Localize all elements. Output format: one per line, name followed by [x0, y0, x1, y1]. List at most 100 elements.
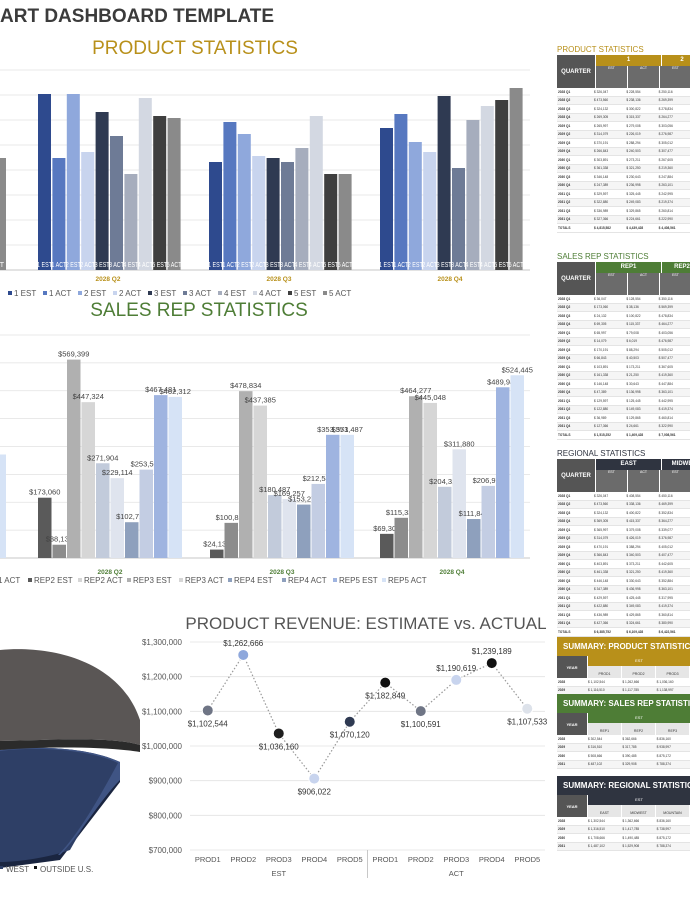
row-quarter: 2030 Q4 — [557, 585, 593, 594]
bar — [467, 519, 481, 558]
data-point — [237, 648, 250, 661]
row-quarter: 2028 Q2 — [557, 303, 593, 312]
row-value: $ 329,597 — [593, 189, 626, 199]
table-row: 2030 $ 1,708,666 $ 1,490,485 $ 875,172 — [557, 833, 690, 843]
row-value: $ 415,337 — [625, 517, 658, 526]
summary-header: YEAR EST REP1 REP2 REP3 — [557, 713, 690, 735]
table-row: 2029 Q2 $ 314,079 $ 426,019 $ 376,987 — [557, 534, 690, 543]
row-value: $ 322,880 — [593, 198, 626, 207]
row-quarter: 2031 Q4 — [557, 422, 593, 431]
table-row: 2029 Q1 $ 265,997 $ 279,008 $ 303,056 — [557, 121, 690, 131]
bar — [268, 495, 282, 558]
table-row: 2029 Q3 $ 170,191 $ 88,294 $ 505,012 — [557, 345, 690, 355]
bar — [81, 402, 95, 558]
bar — [297, 504, 311, 558]
legend-swatch — [382, 578, 386, 582]
row-value: $ 366,843 — [593, 551, 626, 560]
row-value: $ 1,708,666 — [587, 833, 622, 843]
row-value: $ 273,211 — [625, 155, 658, 165]
row-value: $ 325,445 — [625, 189, 658, 199]
row-value: $ 363,101 — [657, 585, 690, 594]
row-value: $ 408,554 — [625, 492, 658, 501]
sales-statistics-table: SALES REP STATISTICS QUARTER REP1 REP2 EST AC… — [557, 251, 690, 440]
row-quarter: 2029 Q3 — [557, 542, 593, 552]
row-quarter: 2029 Q1 — [557, 121, 593, 131]
bar — [95, 112, 109, 270]
bar — [153, 116, 167, 270]
row-value: $ 470,191 — [593, 542, 626, 552]
x-tick-label: PROD5 — [337, 855, 363, 864]
bar — [52, 544, 66, 558]
data-point — [272, 727, 285, 740]
bar — [281, 162, 294, 270]
data-point — [379, 676, 392, 689]
data-label: $478,834 — [230, 381, 261, 390]
row-value: $ 403,056 — [657, 328, 690, 338]
totals-row: TOTALS $ 1,515,252 $ 1,409,428 $ 7,008,561 — [557, 430, 690, 440]
bar-label: 2 ACT — [251, 262, 267, 269]
table-row: 2031 Q3 $ 36,989 $ 129,865 $ 460,814 — [557, 413, 690, 423]
legend-swatch — [218, 291, 222, 295]
legend-swatch — [282, 578, 286, 582]
row-value: $ 380,990 — [657, 619, 690, 628]
legend-swatch — [183, 291, 187, 295]
table-row: 2028 Q4 $ 269,305 $ 315,337 $ 264,277 — [557, 113, 690, 122]
bar — [81, 152, 95, 270]
row-value: $ 88,294 — [625, 345, 658, 355]
bar — [110, 478, 124, 558]
header-group: EST — [588, 713, 690, 723]
table-row: 2030 Q2 $ 461,338 $ 321,250 $ 419,360 — [557, 568, 690, 577]
row-value: $ 317,995 — [657, 593, 690, 603]
bar — [480, 106, 494, 270]
row-quarter: 2031 Q3 — [557, 610, 593, 620]
row-value: $ 79,008 — [625, 328, 658, 338]
bar-label: 4 ACT — [309, 262, 325, 269]
table-row: 2028 Q3 $ 324,132 $ 300,822 $ 278,834 — [557, 104, 690, 114]
data-label: $206,970 — [473, 476, 504, 485]
header-sub: EST — [659, 66, 690, 88]
row-value: $ 352,834 — [657, 508, 690, 518]
row-quarter: 2029 Q3 — [557, 138, 593, 148]
y-tick-label: $1,100,000 — [142, 707, 183, 716]
row-value: $ 24,661 — [625, 422, 658, 431]
series-line — [207, 653, 528, 780]
row-value: $ 365,997 — [593, 525, 626, 535]
bar-label: 1 EST — [208, 262, 224, 269]
row-value: $ 36,989 — [593, 413, 626, 423]
row-quarter: 2031 Q3 — [557, 206, 593, 216]
data-label: $467,481 — [145, 385, 176, 394]
row-value: $ 236,998 — [625, 181, 658, 190]
row-value: $ 305,012 — [657, 138, 690, 148]
y-tick-label: $800,000 — [149, 811, 183, 820]
table-row: 2030 Q3 $ 346,148 $ 230,643 $ 247,884 — [557, 172, 690, 182]
row-value: $ 219,360 — [657, 164, 690, 173]
row-value: $ 276,987 — [657, 130, 690, 139]
bar — [139, 469, 153, 558]
x-tick-label: PROD2 — [230, 855, 256, 864]
legend-swatch — [43, 291, 47, 295]
table-row: 2028 Q1 $ 326,047 $ 228,554 $ 250,116 — [557, 88, 690, 97]
bar-label: 2 EST — [408, 262, 424, 269]
bar-partial — [0, 454, 6, 558]
row-value: $ 405,012 — [657, 542, 690, 552]
legend-swatch — [323, 291, 327, 295]
table-row: 2030 $ 508,666 $ 390,485 $ 875,172 — [557, 751, 690, 761]
row-quarter: 2031 Q1 — [557, 189, 593, 199]
row-value: $ 247,389 — [593, 181, 626, 190]
data-label: $1,102,544 — [188, 719, 229, 728]
row-value: $ 442,605 — [657, 559, 690, 569]
header-group: EST — [588, 656, 690, 666]
table-row: 2029 Q4 $ 66,843 $ 40,503 $ 507,477 — [557, 354, 690, 363]
row-value: $ 403,891 — [593, 559, 626, 569]
bar — [408, 142, 422, 270]
legend-label: 2 EST — [84, 289, 106, 298]
legend-swatch — [253, 291, 257, 295]
legend-label: 5 EST — [294, 289, 316, 298]
legend-label: 4 ACT — [259, 289, 281, 298]
row-value: $ 242,995 — [657, 189, 690, 199]
bar — [496, 387, 510, 558]
x-tick-label: PROD3 — [266, 855, 292, 864]
legend-label: REP5 ACT — [388, 576, 427, 585]
table-row: 2028 Q2 $ 473,560 $ 338,136 $ 469,399 — [557, 500, 690, 509]
data-label: $353,487 — [332, 425, 363, 434]
